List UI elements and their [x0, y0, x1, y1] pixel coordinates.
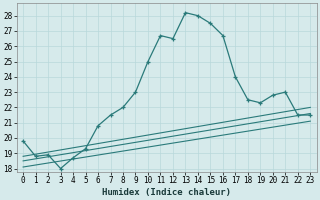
X-axis label: Humidex (Indice chaleur): Humidex (Indice chaleur) — [102, 188, 231, 197]
